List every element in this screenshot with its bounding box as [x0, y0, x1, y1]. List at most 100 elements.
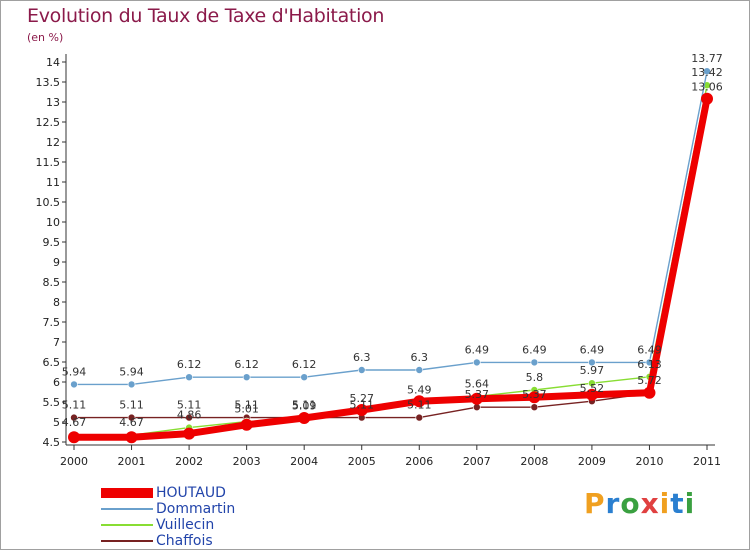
- data-label-vuillecin: 4.86: [177, 409, 202, 422]
- data-point-dommartin: [300, 373, 308, 382]
- y-tick-label: 6.5: [43, 356, 61, 369]
- y-tick-label: 14: [46, 56, 60, 69]
- data-label-dommartin: 5.94: [62, 365, 87, 378]
- data-point-houtaud: [413, 395, 426, 408]
- x-tick-label: 2001: [118, 455, 146, 468]
- x-tick-label: 2005: [348, 455, 376, 468]
- y-tick-label: 12: [46, 136, 60, 149]
- data-label-dommartin: 6.12: [177, 358, 202, 371]
- data-point-houtaud: [298, 412, 311, 424]
- y-tick-label: 7.5: [43, 316, 61, 329]
- data-point-dommartin: [530, 358, 539, 367]
- data-point-dommartin: [70, 380, 78, 389]
- data-label-dommartin: 13.77: [691, 52, 723, 65]
- data-point-chaffois: [70, 413, 78, 422]
- legend: HOUTAUD Dommartin Vuillecin Chaffois: [101, 485, 235, 549]
- data-point-houtaud: [470, 392, 483, 405]
- data-label-dommartin: 5.94: [119, 365, 144, 378]
- data-label-chaffois: 5.11: [292, 399, 317, 412]
- data-label-vuillecin: 5.27: [349, 392, 374, 405]
- y-tick-label: 10.5: [36, 196, 61, 209]
- series-line-dommartin: [74, 71, 708, 386]
- data-label-chaffois: 5.11: [234, 399, 259, 412]
- legend-swatch-vuillecin: [101, 524, 153, 526]
- logo-letter: r: [605, 487, 621, 520]
- data-point-dommartin: [588, 358, 596, 367]
- chart-title: Evolution du Taux de Taxe d'Habitation: [27, 5, 385, 27]
- y-tick-label: 5: [53, 416, 60, 429]
- data-point-chaffois: [530, 403, 539, 412]
- data-label-dommartin: 6.3: [411, 351, 429, 364]
- y-tick-label: 11: [46, 176, 60, 189]
- data-label-vuillecin: 5.09: [292, 399, 317, 412]
- data-label-chaffois: 5.37: [465, 388, 490, 401]
- data-label-chaffois: 5.11: [177, 399, 202, 412]
- y-tick-label: 6: [53, 376, 60, 389]
- data-point-vuillecin: [588, 379, 596, 388]
- data-label-dommartin: 6.3: [353, 351, 371, 364]
- data-label-chaffois: 5.52: [580, 382, 605, 395]
- x-tick-label: 2009: [578, 455, 606, 468]
- legend-item-chaffois: Chaffois: [101, 533, 235, 549]
- data-label-chaffois: 13.06: [691, 81, 723, 94]
- data-label-dommartin: 6.12: [292, 358, 317, 371]
- legend-label-chaffois: Chaffois: [156, 533, 213, 549]
- data-label-vuillecin: 13.42: [691, 66, 723, 79]
- series-line-chaffois: [74, 99, 708, 419]
- legend-label-dommartin: Dommartin: [156, 501, 236, 517]
- data-label-vuillecin: 5.01: [234, 403, 259, 416]
- data-point-dommartin: [127, 380, 136, 389]
- data-point-houtaud: [68, 431, 80, 444]
- y-tick-label: 13: [46, 96, 60, 109]
- x-tick-label: 2004: [290, 455, 318, 468]
- y-tick-label: 10: [46, 216, 60, 229]
- data-label-vuillecin: 5.64: [465, 377, 490, 390]
- data-label-chaffois: 5.11: [349, 399, 374, 412]
- data-point-dommartin: [357, 366, 366, 374]
- data-point-chaffois: [415, 413, 424, 422]
- logo-letter: o: [620, 487, 641, 520]
- legend-item-vuillecin: Vuillecin: [101, 517, 235, 533]
- data-label-chaffois: 5.11: [119, 399, 144, 412]
- y-tick-label: 8.5: [43, 276, 61, 289]
- data-label-dommartin: 6.12: [234, 358, 259, 371]
- data-point-houtaud: [125, 431, 138, 444]
- legend-swatch-dommartin: [101, 508, 153, 510]
- x-tick-label: 2006: [405, 455, 433, 468]
- legend-item-dommartin: Dommartin: [101, 501, 235, 517]
- data-point-houtaud: [585, 388, 598, 401]
- y-tick-label: 9: [53, 256, 60, 269]
- data-point-houtaud: [643, 386, 656, 399]
- legend-swatch-chaffois: [101, 540, 153, 542]
- x-tick-label: 2003: [233, 455, 261, 468]
- y-tick-label: 5.5: [43, 396, 61, 409]
- legend-item-houtaud: HOUTAUD: [101, 485, 235, 501]
- data-point-dommartin: [703, 67, 711, 75]
- line-chart: 4.5 5 5.5 6 6.5 7 7.5 8 8.5 9 9.5 10 10.5 11 11.5 12 12.…: [36, 52, 723, 468]
- y-tick-label: 11.5: [36, 156, 61, 169]
- x-tick-label: 2011: [693, 455, 721, 468]
- legend-label-houtaud: HOUTAUD: [156, 485, 226, 501]
- data-point-houtaud: [355, 404, 368, 416]
- data-point-houtaud: [240, 418, 253, 431]
- logo-letter: t: [670, 487, 685, 520]
- logo-letter: i: [659, 487, 671, 520]
- logo-letter: i: [684, 487, 696, 520]
- data-label-chaffois: 5.11: [62, 399, 87, 412]
- data-label-vuillecin: 5.8: [526, 371, 544, 384]
- logo-letter: P: [584, 487, 606, 520]
- y-tick-label: 12.5: [36, 116, 61, 129]
- series-line-vuillecin: [74, 85, 708, 436]
- data-label-vuillecin: 4.67: [62, 416, 87, 429]
- legend-swatch-houtaud: [101, 488, 153, 498]
- series-line-houtaud: [74, 98, 711, 441]
- data-label-chaffois: 5.11: [407, 399, 432, 412]
- data-label-vuillecin: 4.67: [119, 416, 144, 429]
- data-point-dommartin: [242, 373, 251, 382]
- data-point-dommartin: [473, 358, 481, 367]
- data-point-dommartin: [415, 366, 424, 374]
- y-tick-label: 8: [53, 296, 60, 309]
- data-point-houtaud: [528, 391, 541, 404]
- data-point-chaffois: [185, 413, 193, 422]
